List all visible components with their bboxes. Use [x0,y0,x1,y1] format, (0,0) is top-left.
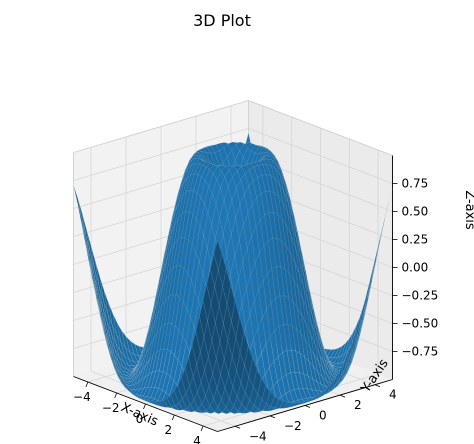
back-gridline-z [248,128,393,184]
surface-face [302,298,311,334]
surface-face [85,234,94,274]
z-tick-label: 0.00 [402,261,429,275]
x-tick-label: −4 [73,390,91,404]
surface-face [93,273,102,312]
surface-face [77,198,86,235]
surface-face [231,300,240,338]
y-tick-label: −4 [249,429,267,443]
z-tick-label: 0.25 [402,233,429,247]
surface-face [81,217,90,256]
x-tick-label: 0 [136,412,144,426]
x-tick-mark [114,392,118,399]
x-tick-label: 2 [164,423,172,437]
surface-face [213,239,223,270]
z-tick-label: 0.75 [402,177,429,191]
z-tick-label: −0.25 [402,289,439,303]
surface-face [303,285,312,323]
y-tick-mark [269,415,276,419]
chart-title: 3D Plot [193,11,251,30]
surface-face [296,400,306,406]
surface-face [99,276,108,314]
z-tick-label: −0.50 [402,317,439,331]
x-tick-mark [171,414,175,421]
x-tick-label: −2 [102,401,120,415]
surface-face [98,285,108,322]
surface-face [84,237,94,277]
surface-face [244,185,253,214]
surface-face [240,173,249,195]
y-tick-label: −2 [284,419,302,433]
surface-face [82,213,91,252]
surface-face [270,298,280,332]
surface-face [280,170,289,198]
surface-face [95,261,104,300]
surface-face [103,290,113,325]
y-tick-label: 0 [319,409,327,423]
y-tick-label: 4 [389,388,397,402]
axes-ticks: −4 −2 0 2 4 −4 −2 0 2 4 0.75 0.50 0.25 0.00 −0.25 −0.50… [73,177,438,444]
z-tick-label: 0.50 [402,205,429,219]
surface-face [86,229,95,269]
surface-face [241,287,251,329]
y-tick-mark [234,425,241,429]
surface-face [266,174,275,193]
surface-face [108,302,117,335]
surface-face [301,250,310,291]
surface-face [288,297,297,330]
y-tick-mark [339,394,346,398]
surface-face [89,255,98,295]
surface-face [235,316,244,353]
surface-face [384,188,393,221]
pane-edge [73,100,249,153]
z-tick-label: −0.75 [402,345,439,359]
surface-face [90,245,100,286]
x-tick-mark [143,403,146,410]
z-axis-label: Z-axis [462,190,474,230]
x-tick-label: 4 [193,434,201,444]
surface-face [117,323,126,348]
surface-face [226,284,236,322]
surface-face [301,314,310,347]
surface-face [311,322,320,354]
back-gridline-z [73,128,249,181]
surface-face [276,266,285,297]
surface-face [101,311,110,344]
y-tick-label: 2 [354,398,362,412]
surface-face [244,345,253,378]
surface-face [219,200,228,234]
surface-face [92,276,101,316]
surface-face [76,201,86,238]
x-tick-mark [85,381,89,388]
y-tick-mark [304,405,311,408]
surface-face [283,191,292,224]
surface-face [214,150,224,167]
surface-face [284,295,293,326]
pane-edge [248,100,393,156]
surface-face [84,237,93,277]
surface-face [248,357,258,387]
surface-mesh [73,133,393,415]
surface-face [251,226,260,263]
surface-face [112,313,121,342]
surface-face [102,306,111,340]
surface-face [293,279,302,315]
surface-face [285,181,294,214]
surface-face [94,268,103,308]
surface-face [223,186,233,217]
surface-face [243,212,252,249]
surface-face [111,324,121,351]
surface-face [298,272,307,310]
surface-face [316,328,325,358]
surface-face [281,240,290,274]
surface-face [73,185,82,218]
x-tick-mark [200,425,204,432]
surface-face [275,169,284,192]
y-tick-mark [374,384,381,388]
surface-face [285,245,294,280]
surface-face [293,213,302,251]
